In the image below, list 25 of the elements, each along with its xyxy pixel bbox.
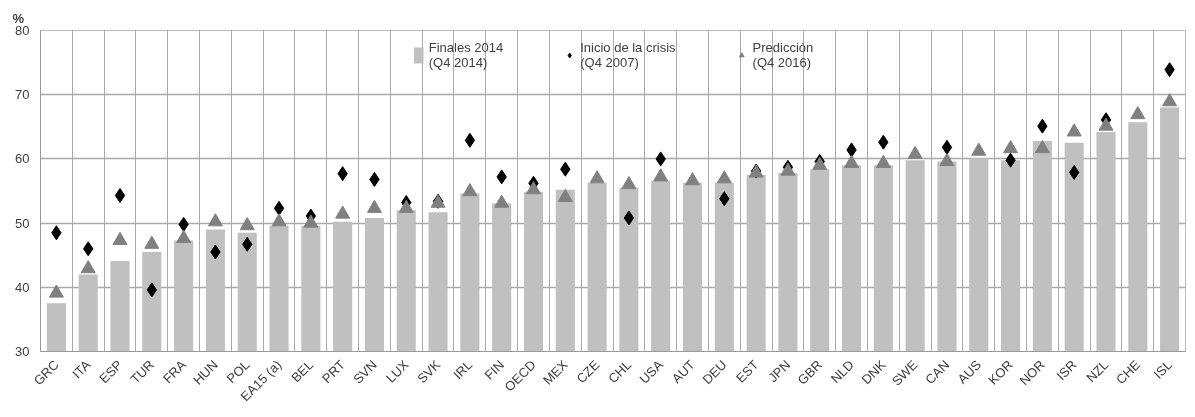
y-tick-label: 50 [15, 215, 30, 231]
x-tick-label: BEL [288, 357, 317, 386]
x-tick-label: FIN [481, 357, 507, 383]
y-tick-label: 80 [15, 23, 30, 38]
x-tick-label: NLD [827, 357, 857, 387]
legend-label: Predicción (Q4 2016) [752, 40, 814, 70]
y-tick-label: 30 [15, 344, 30, 359]
x-tick-label: FRA [159, 356, 190, 387]
x-tick-label: JPN [765, 357, 794, 386]
x-tick-label: CZE [573, 356, 603, 387]
x-tick-label: IRL [450, 357, 476, 383]
legend-label: Inicio de la crisis (Q4 2007) [580, 40, 676, 70]
x-tick-label: ITA [69, 356, 94, 382]
legend-label: Finales 2014 (Q4 2014) [428, 40, 504, 70]
y-tick-label: 60 [15, 151, 30, 167]
x-tick-label: ESP [96, 357, 126, 387]
x-tick-label: CHL [605, 357, 635, 387]
x-tick-label: ISL [1150, 357, 1175, 382]
y-tick-label: 70 [15, 87, 30, 103]
y-tick-label: 40 [15, 279, 30, 295]
x-tick-label: ISR [1053, 357, 1080, 384]
x-tick-label: USA [636, 356, 667, 387]
y-axis-title: % [12, 10, 25, 26]
x-tick-label: TUR [127, 357, 158, 387]
x-tick-label: NZL [1083, 357, 1112, 386]
